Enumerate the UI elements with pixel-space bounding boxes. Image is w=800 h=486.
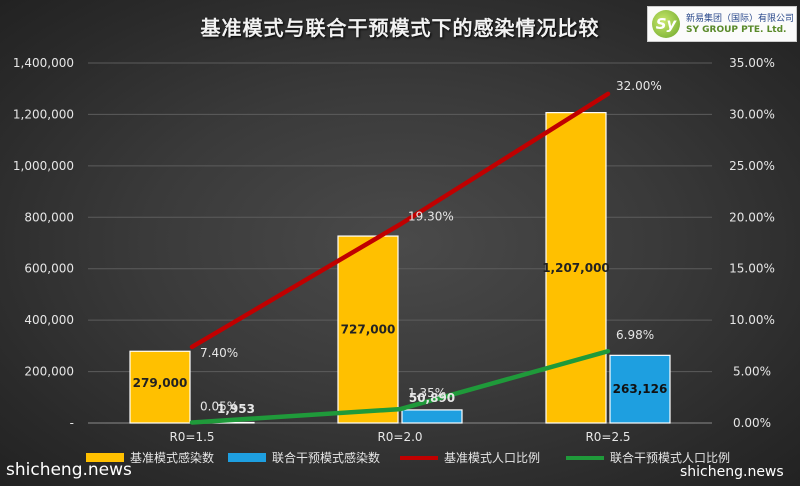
legend-label: 基准模式人口比例 xyxy=(444,451,540,465)
legend-label: 联合干预模式感染数 xyxy=(272,450,380,465)
bar-intervention xyxy=(609,354,671,424)
legend-label: 联合干预模式人口比例 xyxy=(610,450,730,465)
y-tick-label: 1,000,000 xyxy=(13,159,74,173)
bar-value-label: 50,890 xyxy=(409,391,455,405)
line-value-label: 7.40% xyxy=(200,346,238,360)
line-value-label: 1.35% xyxy=(408,386,446,400)
y-tick-label: 200,000 xyxy=(24,365,74,379)
legend-swatch xyxy=(86,453,124,462)
y2-tick-label: 30.00% xyxy=(729,107,775,121)
y-tick-label: 400,000 xyxy=(24,313,74,327)
y-tick-label: 600,000 xyxy=(24,262,74,276)
y2-tick-label: 15.00% xyxy=(729,262,775,276)
bar-baseline xyxy=(337,235,399,424)
watermark-right: shicheng.news xyxy=(680,464,784,480)
bar-value-label: 1,207,000 xyxy=(542,261,610,275)
y2-tick-label: 20.00% xyxy=(729,210,775,224)
y-tick-label: 1,200,000 xyxy=(13,107,74,121)
bar-value-label: 279,000 xyxy=(133,376,188,390)
x-tick-label: R0=2.5 xyxy=(585,430,630,444)
line-intervention-ratio xyxy=(189,348,611,425)
line-value-label: 32.00% xyxy=(616,79,662,93)
line-value-label: 6.98% xyxy=(616,328,654,342)
x-tick-label: R0=2.0 xyxy=(377,430,422,444)
bar-baseline xyxy=(545,112,607,424)
line-value-label: 19.30% xyxy=(408,209,454,223)
y2-tick-label: 35.00% xyxy=(729,56,775,70)
bar-intervention xyxy=(401,409,463,424)
bar-value-label: 1,953 xyxy=(217,402,255,416)
company-logo: Sy 新易集团（国际）有限公司 SY GROUP PTE. Ltd. xyxy=(647,6,797,42)
chart-title: 基准模式与联合干预模式下的感染情况比较 xyxy=(200,16,600,40)
y-tick-label: 800,000 xyxy=(24,210,74,224)
bar-value-label: 727,000 xyxy=(341,323,396,337)
watermark-left: shicheng.news xyxy=(6,460,132,480)
legend-swatch xyxy=(228,453,266,462)
legend-label: 基准模式感染数 xyxy=(130,450,214,465)
logo-mark: Sy xyxy=(652,10,680,38)
logo-chinese-name: 新易集团（国际）有限公司 xyxy=(686,14,795,24)
bar-baseline xyxy=(129,350,191,424)
logo-english-name: SY GROUP PTE. Ltd. xyxy=(686,25,787,35)
y2-tick-label: 5.00% xyxy=(733,365,771,379)
x-tick-label: R0=1.5 xyxy=(169,430,214,444)
y2-tick-label: 0.00% xyxy=(733,416,771,430)
y-tick-label: - xyxy=(70,416,74,430)
y2-tick-label: 10.00% xyxy=(729,313,775,327)
y2-tick-label: 25.00% xyxy=(729,159,775,173)
bar-value-label: 263,126 xyxy=(613,382,668,396)
y-tick-label: 1,400,000 xyxy=(13,56,74,70)
line-baseline-ratio xyxy=(189,91,611,350)
line-value-label: 0.05% xyxy=(200,399,238,413)
